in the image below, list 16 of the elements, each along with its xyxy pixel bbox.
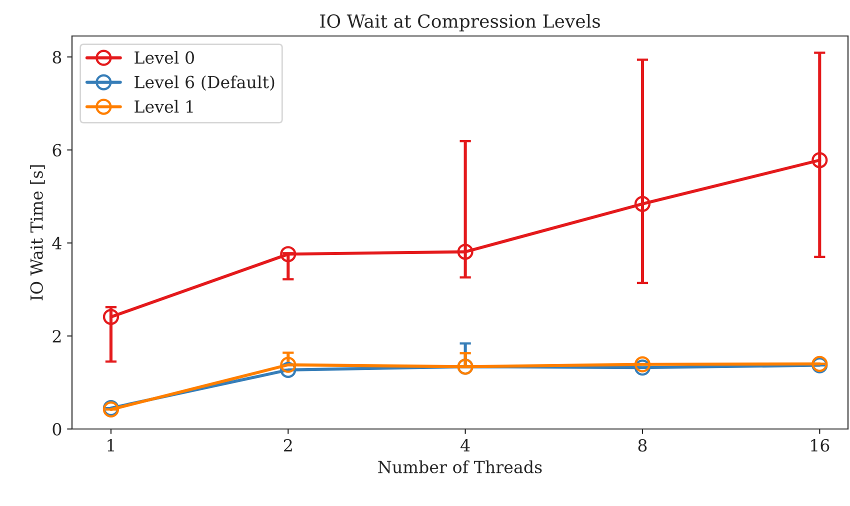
x-tick-label: 2	[284, 439, 292, 452]
legend-label: Level 1	[134, 100, 193, 113]
y-tick-label: 0	[52, 422, 62, 436]
x-axis-title: Number of Threads	[378, 460, 542, 474]
y-tick-label: 8	[52, 50, 62, 64]
y-tick-label: 2	[52, 330, 61, 342]
y-axis-title: IO Wait Time [s]	[30, 165, 45, 300]
chart-title: IO Wait at Compression Levels	[320, 14, 600, 32]
legend-label: Level 6 (Default)	[134, 75, 274, 91]
x-tick-label: 1	[108, 439, 114, 452]
legend-label: Level 0	[134, 51, 194, 64]
y-tick-label: 6	[52, 144, 62, 157]
x-tick-label: 16	[811, 439, 830, 452]
y-tick-label: 4	[52, 236, 62, 250]
x-tick-label: 4	[460, 439, 470, 452]
x-tick-label: 8	[638, 439, 647, 452]
